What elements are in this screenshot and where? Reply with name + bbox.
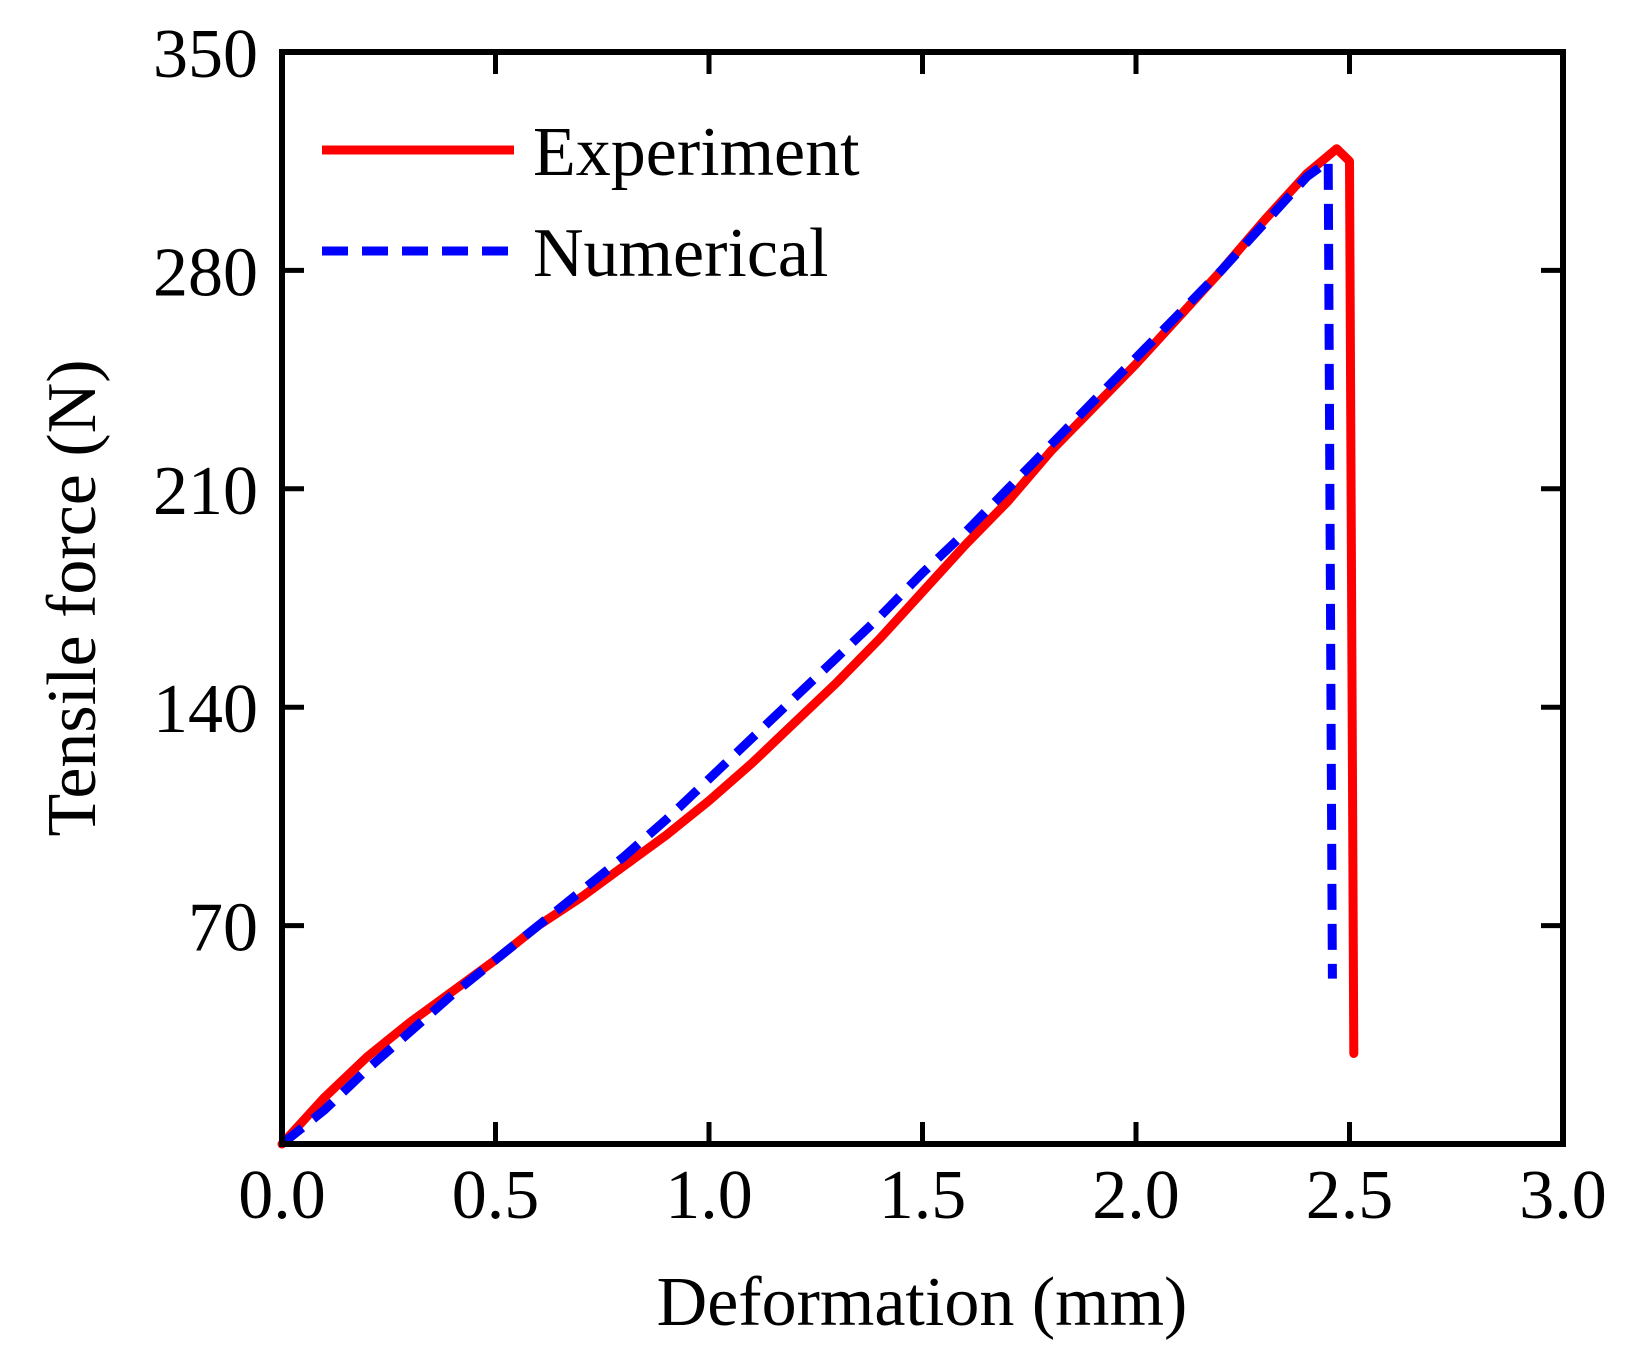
legend: Experiment Numerical (322, 114, 860, 292)
y-axis-ticks: 70 140 210 280 350 (153, 16, 1563, 967)
series-line-numerical (279, 156, 1337, 1148)
y-tick-label: 210 (153, 453, 258, 530)
x-tick-label: 0.0 (238, 1157, 326, 1234)
y-tick-label: 280 (153, 234, 258, 311)
x-axis-title: Deformation (mm) (657, 1264, 1188, 1341)
y-tick-label: 140 (153, 671, 258, 748)
x-axis-ticks: 0.0 0.5 1.0 1.5 2.0 2.5 3.0 (238, 52, 1607, 1234)
x-tick-label: 2.5 (1306, 1157, 1394, 1234)
y-tick-label: 70 (188, 890, 258, 967)
x-tick-label: 3.0 (1519, 1157, 1607, 1234)
plot-lines (277, 144, 1359, 1149)
x-tick-label: 0.5 (452, 1157, 540, 1234)
x-tick-label: 2.0 (1092, 1157, 1180, 1234)
legend-label-numerical: Numerical (533, 215, 828, 292)
x-tick-label: 1.5 (879, 1157, 967, 1234)
y-axis-title: Tensile force (N) (34, 359, 111, 836)
x-tick-label: 1.0 (665, 1157, 753, 1234)
legend-label-experiment: Experiment (533, 114, 860, 191)
y-tick-label: 350 (153, 16, 258, 93)
